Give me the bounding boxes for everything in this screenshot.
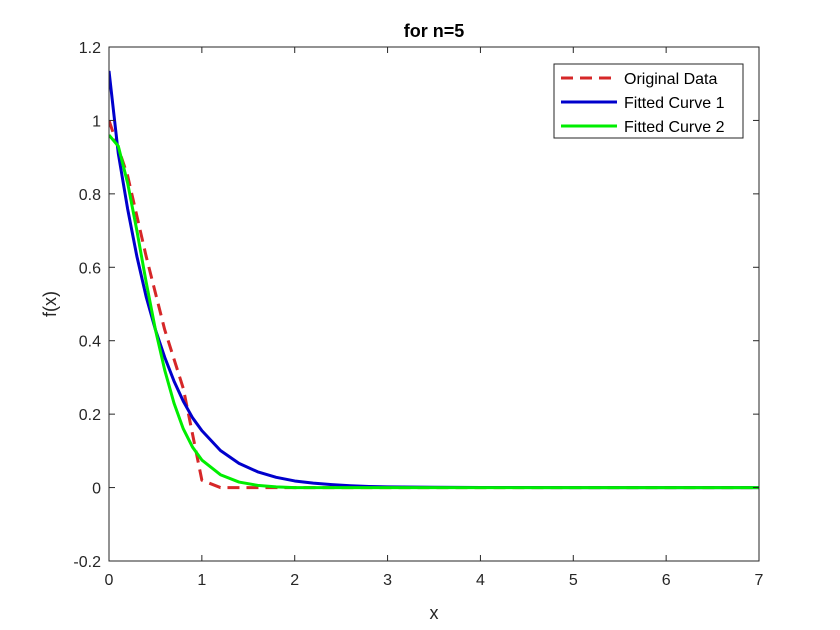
y-tick-label: 0.8 <box>79 187 101 204</box>
x-tick-label: 2 <box>290 572 299 589</box>
x-tick-label: 5 <box>569 572 578 589</box>
axes-box <box>108 46 760 562</box>
legend: Original Data Fitted Curve 1 Fitted Curve … <box>553 63 744 139</box>
x-tick-label: 4 <box>476 572 485 589</box>
x-axis-label: x <box>430 603 439 623</box>
series-line-fitted-curve-2 <box>109 134 759 490</box>
y-tick-label: 1 <box>92 113 101 130</box>
y-axis-label: f(x) <box>40 291 60 317</box>
x-tick-label: 0 <box>105 572 114 589</box>
ticks-layer: 0 1 2 3 4 5 6 7-0.200.20.40.60.811.2 <box>73 40 763 589</box>
series-layer <box>109 70 759 490</box>
y-tick-label: 0.6 <box>79 260 101 277</box>
y-tick-label: 1.2 <box>79 40 101 57</box>
series-line-original-data <box>109 119 759 490</box>
y-tick-label: 0 <box>92 481 101 498</box>
x-tick-label: 6 <box>662 572 671 589</box>
x-tick-label: 3 <box>383 572 392 589</box>
x-tick-label: 7 <box>755 572 764 589</box>
y-tick-label: -0.2 <box>73 554 101 571</box>
legend-label: Fitted Curve 1 <box>624 95 725 112</box>
x-tick-label: 1 <box>197 572 206 589</box>
legend-label: Original Data <box>624 71 717 88</box>
chart-title: for n=5 <box>404 21 465 41</box>
y-tick-label: 0.2 <box>79 407 101 424</box>
y-tick-label: 0.4 <box>79 334 101 351</box>
legend-label: Fitted Curve 2 <box>624 119 725 136</box>
